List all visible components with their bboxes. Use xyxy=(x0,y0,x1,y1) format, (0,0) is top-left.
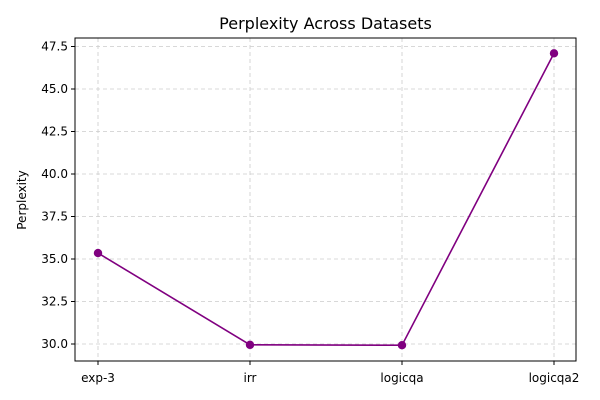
plot-frame xyxy=(74,37,577,362)
y-axis-label: Perplexity xyxy=(15,170,29,230)
x-tick-label: logicqa2 xyxy=(529,371,580,385)
x-tick-label: logicqa xyxy=(380,371,423,385)
series-layer xyxy=(93,49,559,350)
y-tick-label: 30.0 xyxy=(41,337,68,351)
y-tick-label: 45.0 xyxy=(41,82,68,96)
chart-title: Perplexity Across Datasets xyxy=(219,14,432,33)
y-tick-label: 47.5 xyxy=(41,40,68,54)
y-tick-label: 37.5 xyxy=(41,210,68,224)
x-tick-label: exp-3 xyxy=(81,371,115,385)
x-tick-label: irr xyxy=(244,371,257,385)
grid-layer xyxy=(75,38,576,361)
y-tick-label: 40.0 xyxy=(41,167,68,181)
data-point xyxy=(93,248,103,258)
y-tick-label: 32.5 xyxy=(41,295,68,309)
y-tick-label: 42.5 xyxy=(41,125,68,139)
data-point xyxy=(549,49,559,58)
series-line xyxy=(97,52,555,346)
data-point xyxy=(397,340,407,350)
y-tick-label: 35.0 xyxy=(41,252,68,266)
data-point xyxy=(245,340,255,350)
ticks-layer: exp-3 irr logicqa logicqa2 30.0 32.5 35.0 37.5 4… xyxy=(41,40,579,386)
